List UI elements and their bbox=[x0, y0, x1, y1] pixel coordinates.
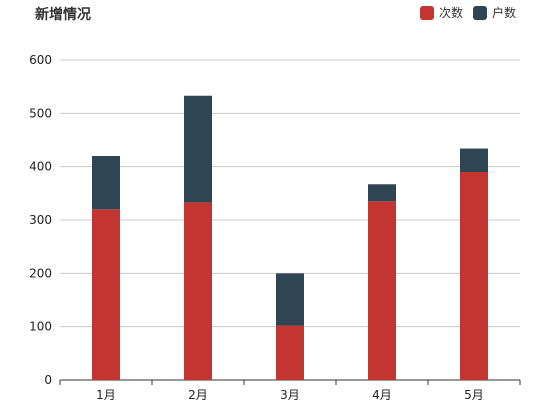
bar-0-4 bbox=[460, 172, 488, 380]
bar-1-4 bbox=[460, 148, 488, 172]
legend-swatch-1 bbox=[472, 5, 487, 20]
y-tick-label-5: 500 bbox=[29, 106, 52, 120]
bar-0-2 bbox=[276, 325, 304, 380]
bar-1-1 bbox=[184, 95, 212, 203]
chart-title: 新增情况 bbox=[35, 7, 91, 23]
x-tick-label-0: 1月 bbox=[96, 388, 116, 402]
bar-0-1 bbox=[184, 202, 212, 380]
x-tick-label-4: 5月 bbox=[464, 388, 484, 402]
x-tick-label-2: 3月 bbox=[280, 388, 300, 402]
legend-item-0[interactable]: 次数 bbox=[419, 4, 463, 21]
legend: 次数 户数 bbox=[410, 4, 516, 21]
legend-swatch-0 bbox=[419, 5, 434, 20]
y-tick-label-0: 0 bbox=[44, 373, 52, 387]
bar-0-3 bbox=[368, 201, 396, 380]
legend-label-0: 次数 bbox=[438, 6, 463, 20]
bar-1-3 bbox=[368, 184, 396, 202]
bar-1-2 bbox=[276, 273, 304, 326]
y-tick-label-1: 100 bbox=[29, 320, 52, 334]
bar-1-0 bbox=[92, 156, 120, 210]
x-tick-label-1: 2月 bbox=[188, 388, 208, 402]
legend-item-1[interactable]: 户数 bbox=[472, 4, 516, 21]
legend-label-1: 户数 bbox=[491, 6, 516, 20]
x-tick-label-3: 4月 bbox=[372, 388, 392, 402]
bar-0-0 bbox=[92, 209, 120, 380]
y-tick-label-6: 600 bbox=[29, 53, 52, 67]
y-tick-label-2: 200 bbox=[29, 266, 52, 280]
y-tick-label-3: 300 bbox=[29, 213, 52, 227]
y-tick-label-4: 400 bbox=[29, 160, 52, 174]
